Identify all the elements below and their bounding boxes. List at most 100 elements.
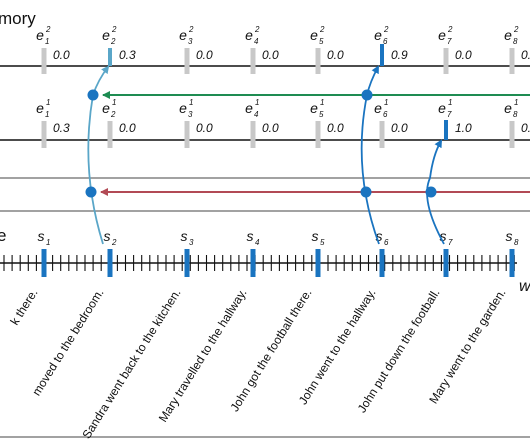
mem1-cell: e 1 30.0 xyxy=(179,98,213,148)
memory-key-label: e xyxy=(310,100,318,116)
memory-attention-bar-active xyxy=(108,48,112,66)
memory-index-subscript: 6 xyxy=(383,110,388,119)
story-slot-subscript: 2 xyxy=(111,238,117,247)
memory-hop-superscript: 1 xyxy=(255,98,259,107)
story-slot-subscript: 8 xyxy=(514,238,519,247)
mem1-cell: e 1 60.0 xyxy=(374,98,408,148)
mem1-cell: e 1 40.0 xyxy=(245,98,279,148)
memory-hop-superscript: 1 xyxy=(46,98,50,107)
memory-attention-value: 0.3 xyxy=(119,48,136,62)
story-slot-label: s xyxy=(104,228,111,244)
memory-index-subscript: 8 xyxy=(513,110,518,119)
memory-hop-superscript: 1 xyxy=(384,98,388,107)
story-slot-bar xyxy=(509,249,515,277)
memory-key-label: e xyxy=(102,27,110,43)
memory-attention-bar xyxy=(379,121,385,148)
memory-attention-value: 0.0 xyxy=(119,121,136,135)
link-arrow-s2-to-mem2 xyxy=(87,65,110,245)
memory-section-label: mory xyxy=(0,9,36,28)
story-slot-label: s xyxy=(312,228,319,244)
memory-attention-value: 0.0 xyxy=(391,121,408,135)
story-slot-label: s xyxy=(181,228,188,244)
memory-index-subscript: 4 xyxy=(254,37,259,46)
memory-index-subscript: 1 xyxy=(45,110,49,119)
memory-index-subscript: 6 xyxy=(383,37,388,46)
memory-key-label: e xyxy=(374,100,382,116)
story-slot-bar xyxy=(250,249,256,277)
story-slot-bar xyxy=(184,249,190,277)
memory-hop-superscript: 1 xyxy=(514,98,518,107)
story-section-label: e xyxy=(0,226,6,245)
mem1-cell: e 1 1 0.3 xyxy=(36,98,70,148)
memory-index-subscript: 3 xyxy=(188,110,193,119)
memory-attention-bar xyxy=(41,121,47,148)
story-sentence: k there. xyxy=(7,286,40,327)
memory-hop-superscript: 1 xyxy=(112,98,116,107)
memory-hop-superscript: 2 xyxy=(513,25,519,34)
memory-attention-bar xyxy=(315,48,321,74)
node-mem2-s6 xyxy=(361,89,373,101)
mem2-cell: e 2 30.0 xyxy=(179,25,213,74)
memory-attention-bar xyxy=(250,48,256,74)
memory-key-label: e xyxy=(102,100,110,116)
memory-attention-value: 0.0 xyxy=(327,48,344,62)
memory-attention-bar xyxy=(509,48,515,74)
memory-hop-superscript: 1 xyxy=(189,98,193,107)
link-arrow-s7-to-mem1 xyxy=(426,139,445,245)
memory-attention-value: 0.0 xyxy=(262,48,279,62)
memory-attention-value: 0.0 xyxy=(327,121,344,135)
mem2-cell: e2 80.0 xyxy=(504,25,530,74)
story-slot-bar xyxy=(379,249,385,277)
memory-attention-bar xyxy=(443,48,449,74)
memory-hop-superscript: 2 xyxy=(383,25,389,34)
memory-index-subscript: 4 xyxy=(254,110,259,119)
memory-index-subscript: 5 xyxy=(319,110,324,119)
mem2-cell: e 220.3 xyxy=(102,25,136,66)
story-sentence: moved to the bedroom. xyxy=(29,286,106,398)
story-slot-bar xyxy=(107,249,113,277)
memory-hop-superscript: 2 xyxy=(188,25,194,34)
memory-attention-bar-active xyxy=(380,44,384,66)
story-slot-label: s xyxy=(376,228,383,244)
story-slot-bar xyxy=(443,249,449,277)
memory-key-label: e xyxy=(245,27,253,43)
memory-hop1-row: e 110.3e 120.0e 130.0e 140.0e 150.0e 160.0e 171… xyxy=(36,98,530,148)
memory-attention-bar xyxy=(184,48,190,74)
memory-hop-superscript: 2 xyxy=(111,25,117,34)
story-slot-subscript: 4 xyxy=(255,238,260,247)
mem1-cell: e 1 20.0 xyxy=(102,98,136,148)
story-slot-bar xyxy=(315,249,321,277)
memory-key-label: e xyxy=(179,27,187,43)
memory-key-label: e xyxy=(374,27,382,43)
story-sentence: Mary went to the garden. xyxy=(426,286,508,406)
memory-key-label: e xyxy=(504,27,512,43)
memory-index-subscript: 7 xyxy=(447,110,452,119)
memory-attention-bar xyxy=(107,121,113,148)
memory-key-label: e xyxy=(438,27,446,43)
mem1-cell: e1 80.0 xyxy=(504,98,530,148)
node-ctrl-s2 xyxy=(85,186,97,198)
memory-attention-value: 0.0 xyxy=(455,48,472,62)
attention-arrows xyxy=(85,65,530,245)
memory-attention-bar-active xyxy=(444,120,448,140)
mem1-cell: e 1 71.0 xyxy=(438,98,472,140)
story-sentences: k there.moved to the bedroom.Sandra went… xyxy=(7,286,508,441)
memory-key-label: e xyxy=(504,100,512,116)
memory-attention-bar xyxy=(41,48,47,74)
mem1-cell: e 1 50.0 xyxy=(310,98,344,148)
memory-index-subscript: 2 xyxy=(110,37,116,46)
memory-attention-value: 0.3 xyxy=(53,121,70,135)
memory-key-label: e xyxy=(438,100,446,116)
story-slot-subscript: 3 xyxy=(189,238,194,247)
memory-hop-superscript: 1 xyxy=(320,98,324,107)
mem2-cell: e 2 70.0 xyxy=(438,25,472,74)
memory-hop2-row: e 210.0e 220.3e 230.0e 240.0e 250.0e 260.9e 270… xyxy=(36,25,530,74)
memory-index-subscript: 3 xyxy=(188,37,193,46)
memory-index-subscript: 5 xyxy=(319,37,324,46)
